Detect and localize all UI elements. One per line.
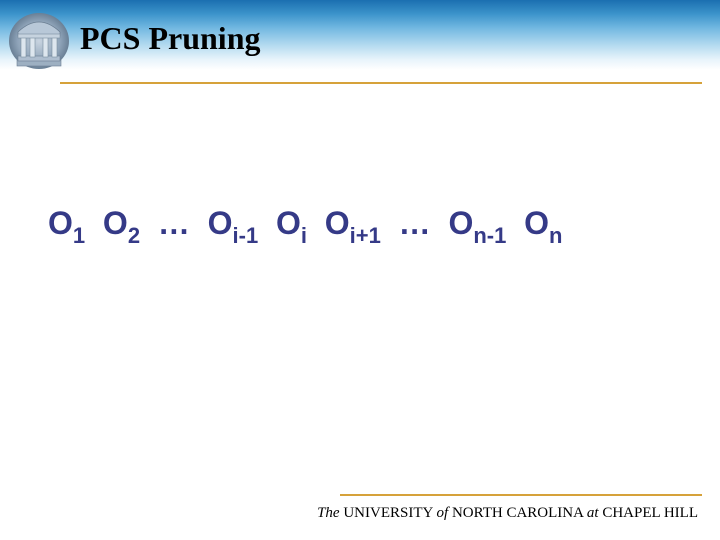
old-well-logo-icon <box>8 8 70 70</box>
footer-rule <box>340 494 702 496</box>
footer-word: CHAPEL HILL <box>602 505 698 521</box>
footer-word: of <box>437 505 449 521</box>
title-underline-rule <box>60 82 702 84</box>
footer-word: The <box>317 505 340 521</box>
slide: PCS Pruning O1 O2 … Oi-1 Oi Oi+1 … On-1 … <box>0 0 720 540</box>
footer-word: at <box>587 505 599 521</box>
footer-word: NORTH CAROLINA <box>452 505 583 521</box>
slide-title: PCS Pruning <box>80 20 260 57</box>
footer-affiliation: The UNIVERSITY of NORTH CAROLINA at CHAP… <box>317 505 698 522</box>
object-sequence: O1 O2 … Oi-1 Oi Oi+1 … On-1 On <box>48 205 562 247</box>
footer-word: UNIVERSITY <box>343 505 432 521</box>
